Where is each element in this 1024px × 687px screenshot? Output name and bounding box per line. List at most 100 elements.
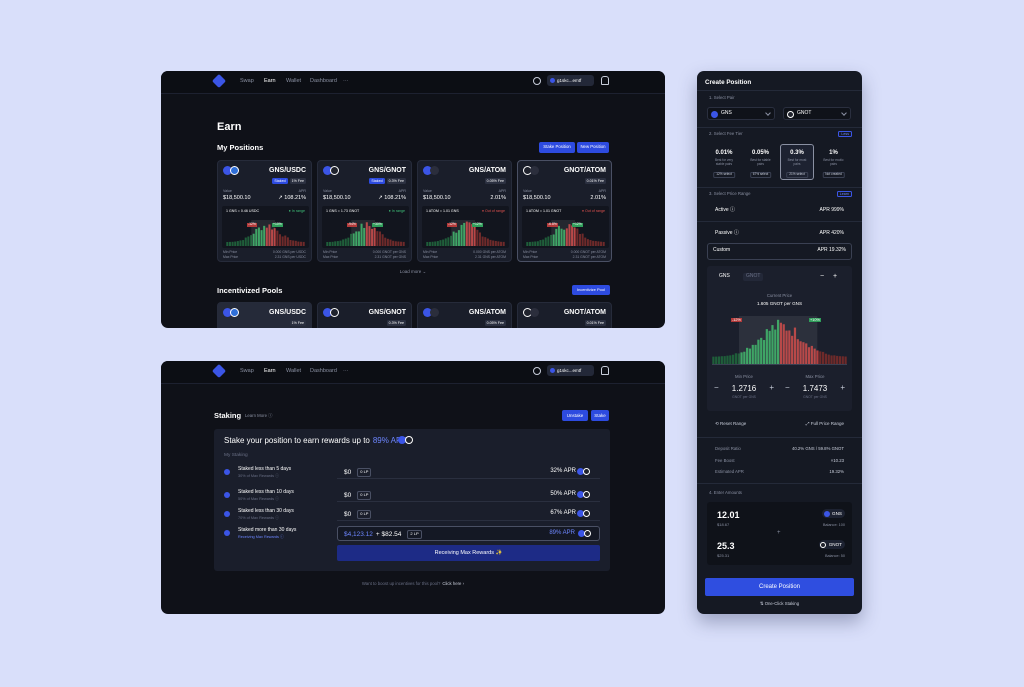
histogram-bar	[542, 239, 545, 246]
max-label: Max Price	[223, 255, 239, 259]
chart-tab[interactable]: GNOT	[743, 273, 764, 281]
load-more[interactable]: Load more ⌄	[399, 269, 427, 274]
fee-tier[interactable]: 1% Best for exotic pairs Not created	[817, 144, 851, 180]
range-band	[451, 220, 475, 246]
nav-link[interactable]: Earn	[264, 368, 276, 374]
panel-title: Create Position	[705, 79, 752, 86]
range-option-box[interactable]	[707, 243, 852, 260]
histogram-bar	[833, 355, 836, 364]
one-click-staking[interactable]: ⇅ One-Click Staking	[759, 601, 800, 606]
pool-card[interactable]: GNS/USDC 1% Fee	[217, 302, 312, 328]
button[interactable]: Receiving Max Rewards ✨	[337, 545, 600, 561]
current-price: 1 ATOM = 1.01 GNS	[426, 209, 459, 213]
histogram-bar	[468, 222, 471, 246]
notification-bell[interactable]	[601, 366, 609, 375]
wallet-button[interactable]: g1skc...emtf	[547, 365, 594, 376]
tier-label: Staked less than 30 days	[238, 508, 294, 514]
token-icon	[530, 308, 539, 317]
decrement[interactable]: −	[785, 383, 790, 392]
zoom-out[interactable]: −	[820, 273, 825, 280]
histogram-bar	[284, 235, 287, 246]
max-value: 2.31 GNS per ATOM	[475, 255, 506, 259]
search-icon[interactable]	[533, 77, 541, 85]
position-card[interactable]: GNOT/ATOM 0.01% Fee Value APR $18,500.10 2.01…	[517, 160, 612, 262]
search-icon[interactable]	[533, 367, 541, 375]
nav-link[interactable]: Wallet	[286, 78, 302, 84]
learn-more[interactable]: Learn More ⓘ	[245, 413, 273, 418]
reward-row: $0 0 LP 50% APR	[337, 488, 600, 502]
nav-link[interactable]: Dashboard	[310, 368, 337, 374]
button[interactable]: Create Position	[705, 578, 854, 596]
max-value: 2.31 GNOT per ATOM	[572, 255, 606, 259]
step-label: 4. Enter Amounts	[709, 490, 742, 495]
range-option[interactable]: Passive ⓘ	[715, 230, 739, 236]
button[interactable]: New Position	[577, 142, 609, 153]
histogram-bar	[352, 233, 355, 246]
min-value: 0.000 GNS per ATOM	[473, 250, 506, 254]
button[interactable]: Stake Position	[539, 142, 575, 153]
token-icon	[323, 166, 332, 175]
fee-select: 21% select	[786, 172, 808, 178]
fee-desc: Best for stable pairs	[750, 158, 771, 166]
stat-value: ×10.23	[830, 458, 844, 463]
decrement[interactable]: −	[714, 383, 719, 392]
pool-card[interactable]: GNOT/ATOM 0.01% Fee	[517, 302, 612, 328]
button[interactable]: Incentivize Pool	[572, 285, 610, 295]
notification-bell[interactable]	[601, 76, 609, 85]
increment[interactable]: +	[769, 383, 774, 392]
footer-link[interactable]: Click here ›	[442, 581, 465, 586]
token-select[interactable]: GNS	[707, 107, 775, 120]
chart-tab[interactable]: GNS	[719, 273, 730, 279]
min-label: Min Price	[423, 250, 438, 254]
amount-input[interactable]: 12.01	[717, 510, 740, 520]
increment[interactable]: +	[840, 383, 845, 392]
histogram-bar	[715, 356, 718, 364]
min-label: Min Price	[523, 250, 538, 254]
nav-link[interactable]: ···	[343, 368, 349, 374]
header-bar	[161, 361, 665, 384]
fee-tier[interactable]: 0.01% Best for very stable pairs 12% selec…	[707, 144, 741, 180]
toggle-button[interactable]: Less	[838, 131, 852, 138]
badges: 0.01% Fee	[584, 178, 606, 185]
range-status: ● Out of range	[581, 209, 605, 213]
button[interactable]: Stake	[591, 410, 609, 421]
token-icon	[711, 110, 718, 118]
position-card[interactable]: GNS/ATOM 0.05% Fee Value APR $18,500.10 2.01%…	[417, 160, 512, 262]
token-icon	[550, 368, 555, 373]
nav-link[interactable]: Earn	[264, 78, 276, 84]
token-select[interactable]: GNOT	[783, 107, 851, 120]
position-card[interactable]: GNS/USDC Staked 1% Fee Value APR $18,500.10 ↗ …	[217, 160, 312, 262]
liquidity-histogram	[226, 220, 305, 246]
range-option[interactable]: Custom	[713, 247, 731, 253]
fee-tier[interactable]: 0.05% Best for stable pairs 67% select	[744, 144, 778, 180]
fee-tier[interactable]: 0.3% Best for most pairs 21% select	[780, 144, 814, 180]
zoom-in[interactable]: +	[833, 273, 838, 280]
amount-input[interactable]: 25.3	[717, 541, 735, 551]
token-name: GNS	[832, 510, 842, 516]
position-card[interactable]: GNS/GNOT Staked 0.3% Fee Value APR $18,500.10…	[317, 160, 412, 262]
learn-button[interactable]: Learn	[836, 191, 852, 198]
nav-link[interactable]: Swap	[240, 78, 254, 84]
histogram-bar	[463, 222, 466, 246]
nav-link[interactable]: Wallet	[286, 368, 302, 374]
histogram-bar	[748, 348, 752, 364]
token-icon	[577, 491, 584, 498]
nav-link[interactable]: Swap	[240, 368, 254, 374]
pair-name: GNOT/ATOM	[563, 309, 606, 316]
pair-name: GNOT/ATOM	[563, 167, 606, 174]
max-value: 2.31 GNS per USDC	[274, 255, 306, 259]
fee-badge: 0.05% Fee	[484, 320, 506, 327]
reset-range[interactable]: ⟲ Reset Range	[715, 421, 747, 426]
full-price-range[interactable]: ⤢ Full Price Range	[805, 421, 844, 426]
nav-link[interactable]: Dashboard	[310, 78, 337, 84]
wallet-button[interactable]: g1skc...emtf	[547, 75, 594, 86]
histogram-bar	[457, 230, 460, 246]
pool-card[interactable]: GNS/GNOT 0.3% Fee	[317, 302, 412, 328]
range-option[interactable]: Active ⓘ	[715, 207, 736, 213]
nav-link[interactable]: ···	[343, 78, 349, 84]
pool-card[interactable]: GNS/ATOM 0.05% Fee	[417, 302, 512, 328]
histogram-bar	[573, 227, 576, 246]
histogram-bar	[436, 241, 439, 246]
histogram-bar	[492, 240, 495, 246]
button[interactable]: Unstake	[562, 410, 588, 421]
